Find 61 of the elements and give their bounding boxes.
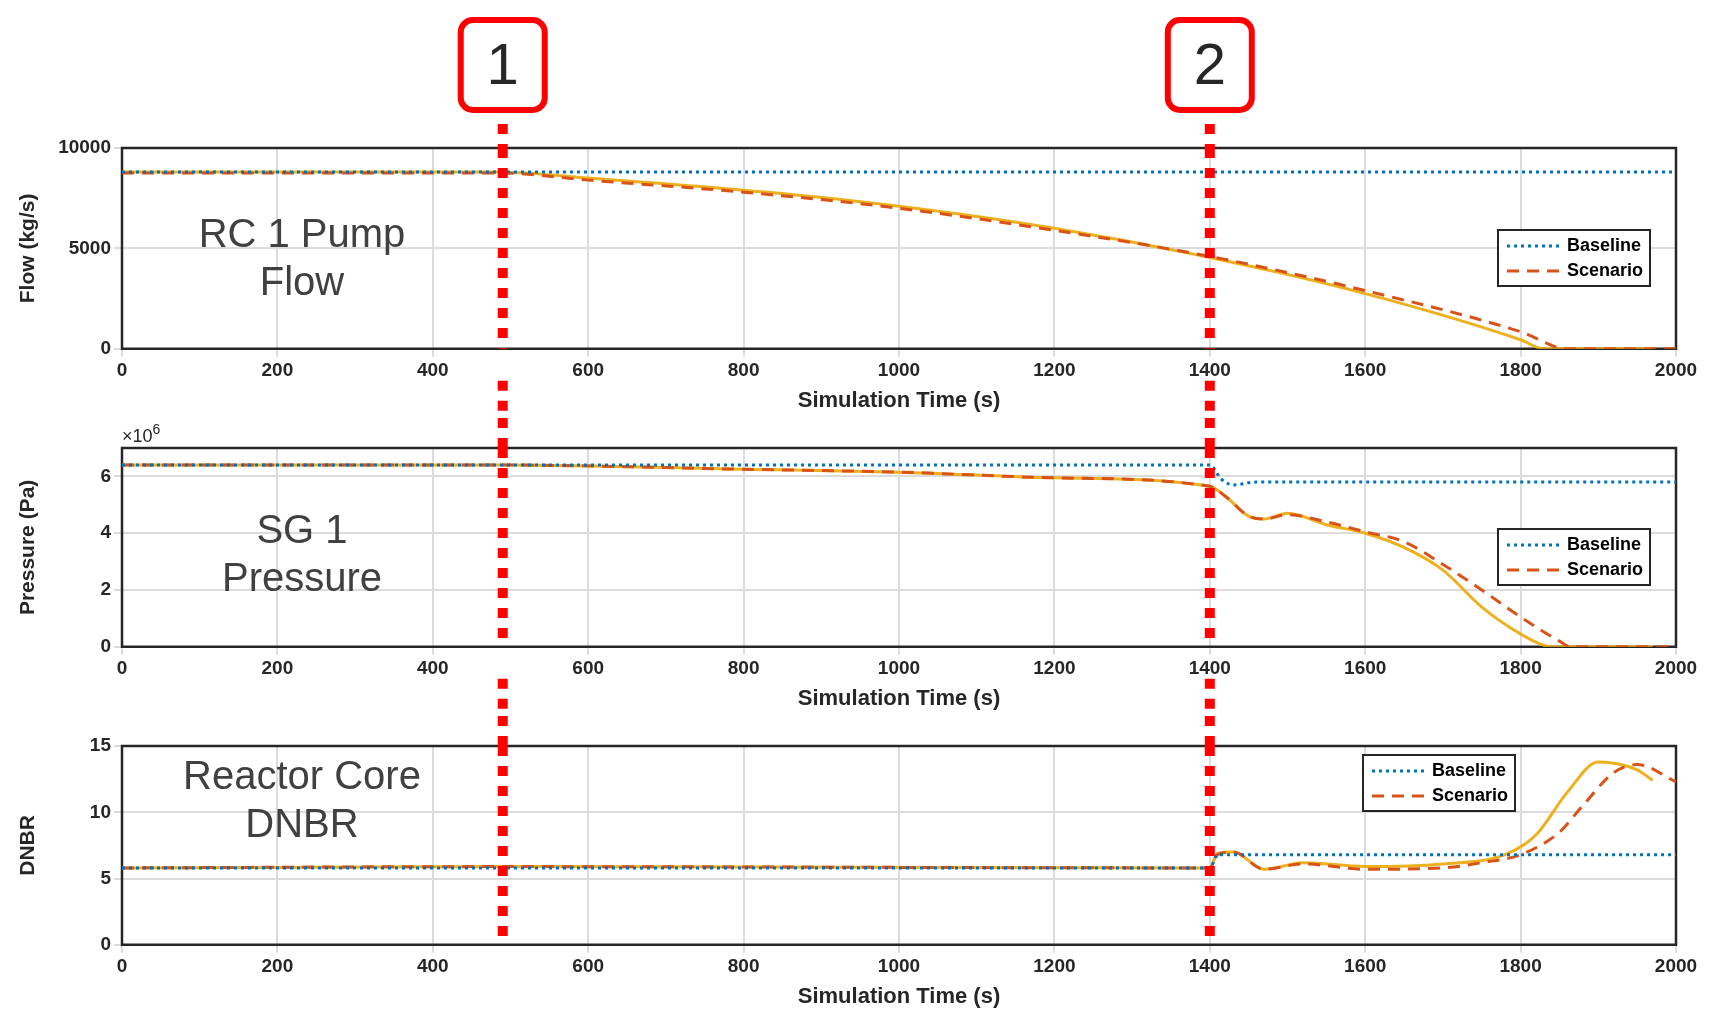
- x-tick-label: 2000: [1654, 955, 1698, 977]
- x-tick-label: 200: [261, 955, 294, 977]
- y-tick-label: 2: [100, 578, 111, 600]
- x-tick-label: 600: [572, 359, 605, 381]
- x-tick-label: 1800: [1499, 359, 1542, 381]
- y-tick-label: 15: [89, 734, 112, 756]
- x-tick-label: 200: [261, 657, 294, 679]
- y-axis-title: Flow (kg/s): [15, 193, 39, 304]
- x-tick-label: 2000: [1654, 359, 1698, 381]
- x-tick-label: 1400: [1188, 955, 1231, 977]
- annotation: RC 1 Pump Flow: [198, 211, 406, 304]
- x-tick-label: 1600: [1344, 657, 1387, 679]
- y-axis-title: Pressure (Pa): [15, 479, 39, 616]
- y-tick-label: 6: [100, 464, 111, 486]
- x-tick-label: 0: [116, 955, 128, 977]
- y-tick-label: 10: [89, 800, 111, 822]
- legend-label: Scenario: [1432, 784, 1509, 807]
- legend-label: Scenario: [1567, 259, 1644, 283]
- x-tick-label: 400: [416, 359, 449, 381]
- y-tick-label: 0: [100, 933, 111, 955]
- legend-label: Scenario: [1567, 558, 1644, 582]
- x-tick-label: 1000: [877, 359, 921, 381]
- x-tick-label: 1200: [1033, 955, 1076, 977]
- x-tick-label: 800: [727, 955, 760, 977]
- x-tick-label: 1800: [1499, 657, 1542, 679]
- x-tick-label: 1200: [1033, 657, 1076, 679]
- legend-label: Baseline: [1567, 533, 1642, 557]
- y-tick-label: 4: [100, 521, 112, 543]
- y-tick-label: 0: [100, 635, 111, 657]
- legend-label: Baseline: [1432, 759, 1507, 782]
- annotation: SG 1 Pressure: [221, 506, 383, 599]
- annotation: Reactor Core DNBR: [183, 753, 421, 846]
- x-tick-label: 1600: [1344, 955, 1387, 977]
- annotation: 2: [1193, 31, 1226, 96]
- legend-label: Baseline: [1567, 234, 1642, 258]
- y-axis-title: DNBR: [15, 815, 39, 876]
- x-tick-label: 1400: [1188, 359, 1231, 381]
- x-tick-label: 0: [116, 657, 128, 679]
- x-tick-label: 200: [261, 359, 294, 381]
- x-tick-label: 1800: [1499, 955, 1542, 977]
- y-tick-label: 10000: [58, 136, 111, 158]
- x-tick-label: 400: [416, 657, 449, 679]
- x-tick-label: 600: [572, 955, 605, 977]
- x-tick-label: 800: [727, 657, 760, 679]
- x-tick-label: 1000: [877, 955, 921, 977]
- x-axis-title: Simulation Time (s): [797, 386, 1001, 412]
- y-tick-label: 5000: [68, 236, 111, 258]
- x-tick-label: 2000: [1654, 657, 1698, 679]
- y-tick-label: 0: [100, 337, 111, 359]
- y-tick-label: 5: [100, 866, 112, 888]
- x-tick-label: 1600: [1344, 359, 1387, 381]
- x-tick-label: 1200: [1033, 359, 1076, 381]
- annotation: 1: [486, 31, 519, 96]
- x-tick-label: 1400: [1188, 657, 1231, 679]
- x-axis-title: Simulation Time (s): [797, 684, 1001, 710]
- x-tick-label: 0: [116, 359, 128, 381]
- x-tick-label: 400: [416, 955, 449, 977]
- x-axis-title: Simulation Time (s): [797, 982, 1001, 1008]
- x-tick-label: 600: [572, 657, 605, 679]
- x-tick-label: 800: [727, 359, 760, 381]
- x-tick-label: 1000: [877, 657, 921, 679]
